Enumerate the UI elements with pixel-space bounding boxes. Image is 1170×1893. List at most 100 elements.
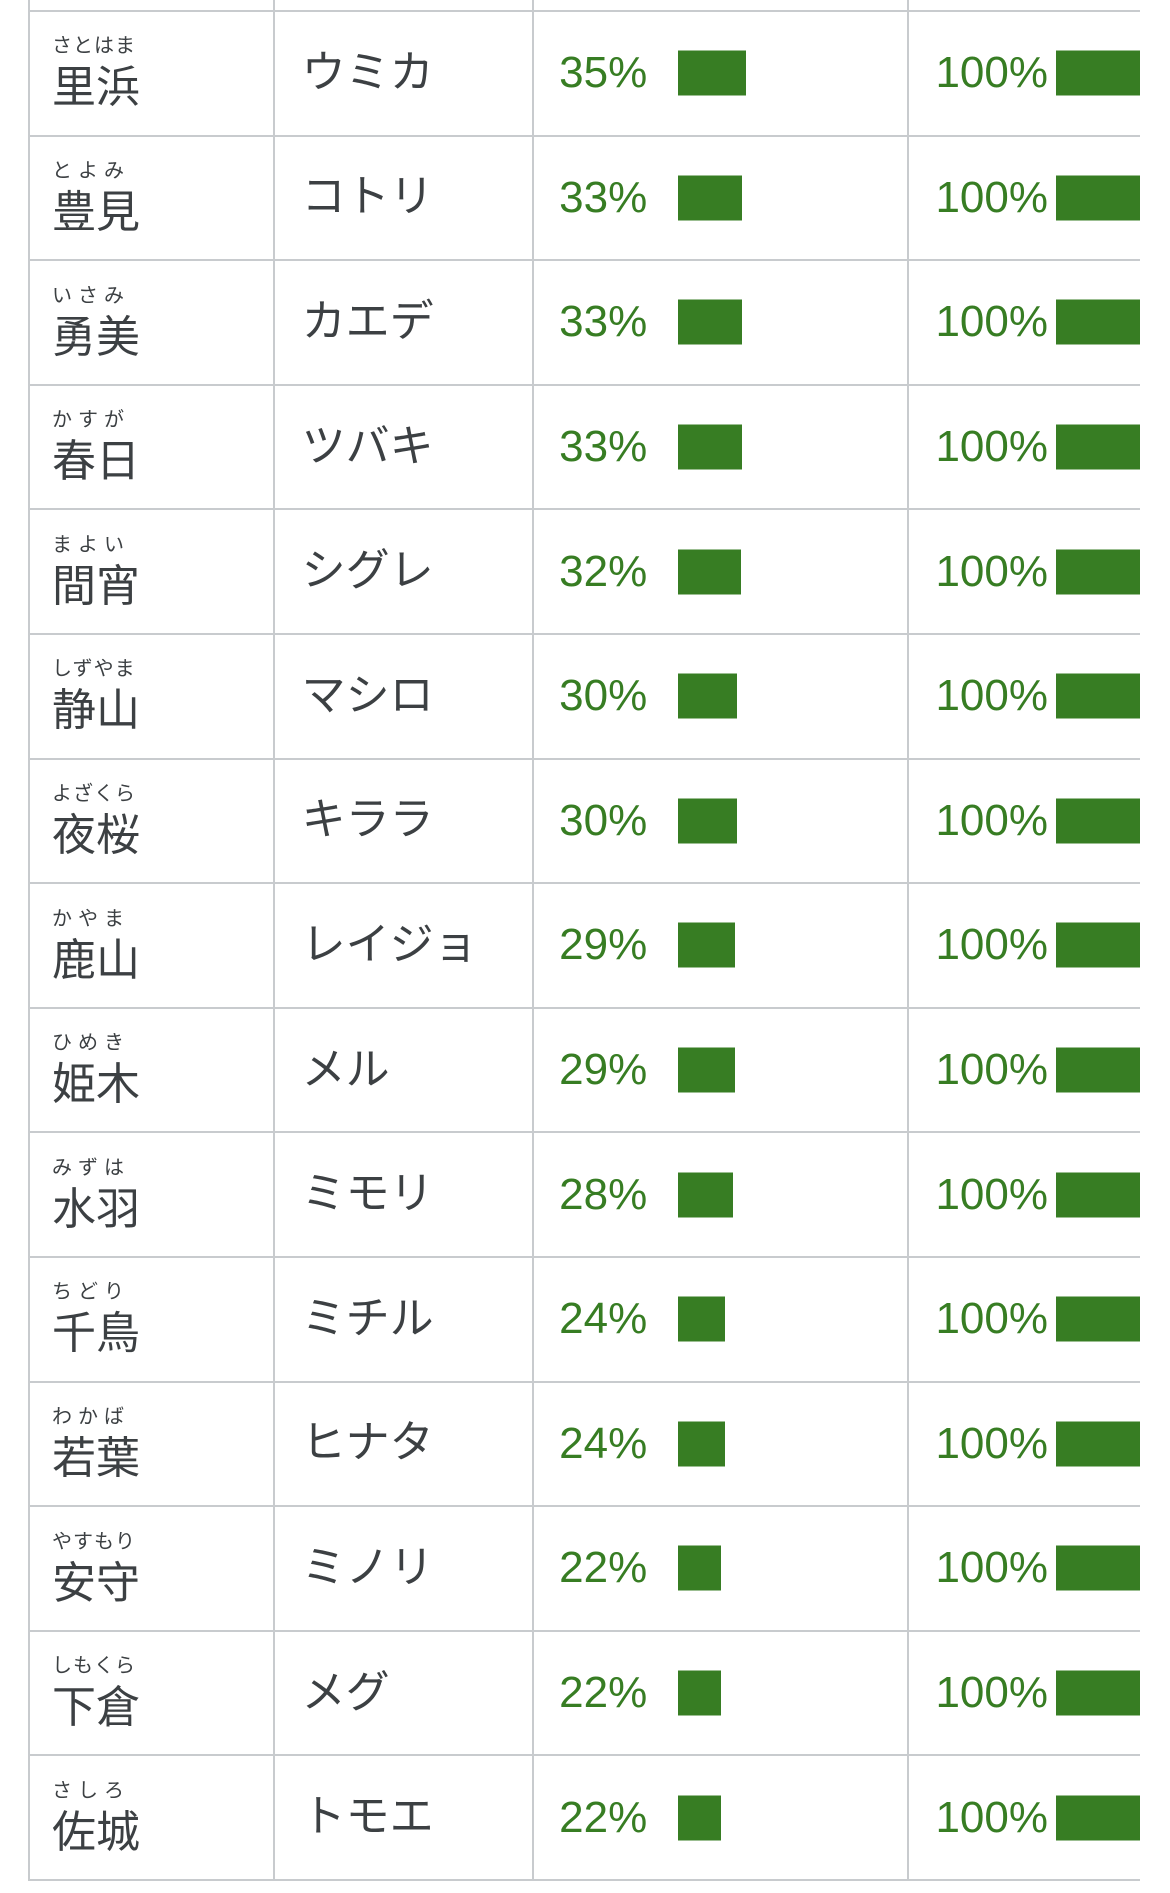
surname-text: 佐城 (52, 1807, 140, 1857)
total-percent-bar (1056, 922, 1140, 968)
given-name-text: マシロ (301, 670, 434, 720)
given-name-text: メル (301, 1044, 390, 1094)
table-row: わかば 若葉 ヒナタ 24% 100% (30, 1382, 1140, 1508)
table-cell-surname: しもくら 下倉 (30, 1631, 275, 1755)
percent-bar (678, 424, 743, 470)
table-row: まよい間宵 シグレ 32% 100% (30, 510, 1140, 635)
table-row: いさみ 勇美 カエデ 33% 100% (30, 261, 1140, 386)
furigana-text: わかば (52, 1405, 130, 1428)
table-cell-percent: 30% (534, 759, 910, 883)
table-cell-given-name: メル (275, 1008, 535, 1132)
table-cell-empty (909, 0, 1140, 10)
table-cell-percent: 29% (534, 884, 910, 1007)
given-name-text: ウミカ (301, 47, 434, 97)
surname-text: 千鳥 (52, 1309, 140, 1359)
table-cell-total-percent: 100% (909, 1632, 1140, 1755)
total-percent-value: 100% (935, 1543, 1048, 1593)
furigana-text: ちどり (52, 1281, 130, 1304)
table-cell-percent: 24% (534, 1257, 910, 1381)
table-cell-total-percent: 100% (909, 635, 1140, 758)
table-cell-percent: 22% (534, 1507, 910, 1630)
given-name-text: メグ (301, 1667, 390, 1717)
furigana-text: とよみ (52, 159, 130, 182)
table-cell-percent: 33% (534, 385, 910, 509)
percent-value: 33% (559, 422, 648, 472)
table-cell-percent: 22% (534, 1631, 910, 1755)
table-cell-total-percent: 100% (909, 386, 1140, 509)
table-cell-given-name: シグレ (275, 510, 535, 633)
furigana-text: まよい (52, 533, 130, 556)
table-cell-total-percent: 100% (909, 884, 1140, 1007)
surname-text: 里浜 (52, 63, 140, 113)
table-cell-percent: 33% (534, 136, 910, 260)
surname-text: 安守 (52, 1558, 140, 1608)
table-cell-percent: 24% (534, 1382, 910, 1506)
total-percent-bar (1056, 1047, 1140, 1093)
total-percent-value: 100% (935, 297, 1048, 347)
table-cell-total-percent: 100% (909, 1507, 1140, 1630)
given-name-text: ツバキ (301, 421, 434, 471)
table-row: ちどり 千鳥 ミチル 24% 100% (30, 1257, 1140, 1383)
table-cell-given-name: ツバキ (275, 385, 535, 509)
surname-text: 春日 (52, 437, 140, 487)
total-percent-bar (1056, 1172, 1140, 1218)
total-percent-bar (1056, 549, 1140, 595)
total-percent-bar (1056, 1545, 1140, 1591)
percent-value: 28% (559, 1169, 648, 1219)
surname-text: 若葉 (52, 1433, 140, 1483)
table-cell-total-percent: 100% (909, 137, 1140, 260)
table-cell-given-name: コトリ (275, 136, 535, 260)
table-cell-total-percent: 100% (909, 1258, 1140, 1381)
percent-bar (678, 673, 737, 719)
table-cell-total-percent: 100% (909, 1383, 1140, 1506)
table-cell-total-percent: 100% (909, 1009, 1140, 1132)
table-cell-given-name: カエデ (275, 261, 535, 384)
surname-text: 静山 (52, 686, 140, 736)
percent-bar (678, 1172, 733, 1218)
percent-value: 33% (559, 172, 648, 222)
table-cell-given-name: ミチル (275, 1257, 535, 1381)
percent-value: 24% (559, 1294, 648, 1344)
percent-bar (678, 922, 735, 968)
percent-value: 22% (559, 1792, 648, 1842)
given-name-text: シグレ (301, 546, 434, 596)
table-cell-given-name: レイジョ (275, 884, 535, 1007)
table-cell-surname: とよみ 豊見 (30, 136, 275, 260)
given-name-text: キララ (301, 795, 434, 845)
table-cell-percent: 35% (534, 12, 910, 135)
table-cell-total-percent: 100% (909, 261, 1140, 384)
furigana-text: かやま (52, 907, 130, 930)
surname-text: 豊見 (52, 187, 140, 237)
given-name-text: ミノリ (301, 1543, 434, 1593)
percent-value: 33% (559, 297, 648, 347)
table-cell-empty (275, 0, 535, 10)
table-row: かすが 春日 ツバキ 33% 100% (30, 385, 1140, 511)
total-percent-bar (1056, 424, 1140, 470)
table-cell-percent: 33% (534, 261, 910, 384)
total-percent-bar (1056, 1421, 1140, 1467)
given-name-text: ミチル (301, 1293, 434, 1343)
table-cell-surname: みずは 水羽 (30, 1133, 275, 1256)
table-cell-surname: ちどり 千鳥 (30, 1257, 275, 1381)
total-percent-bar (1056, 1670, 1140, 1716)
table-cell-surname: しずやま 静山 (30, 634, 275, 758)
table-row: しもくら 下倉 メグ 22% 100% (30, 1631, 1140, 1757)
table-cell-empty (30, 0, 275, 10)
table-cell-total-percent: 100% (909, 12, 1140, 135)
percent-bar (678, 1670, 722, 1716)
furigana-text: よざくら (52, 782, 136, 805)
furigana-text: やすもり (52, 1530, 136, 1553)
table-row: さしろ 佐城 トモエ 22% 100% (30, 1756, 1140, 1881)
table-row: さとはま 里浜 ウミカ 35% 100% (30, 12, 1140, 137)
furigana-text: みずは (52, 1156, 130, 1179)
table-cell-percent: 32% (534, 510, 910, 633)
surname-text: 間宵 (52, 561, 140, 611)
percent-value: 24% (559, 1418, 648, 1468)
table-cell-total-percent: 100% (909, 510, 1140, 633)
table-cell-given-name: ウミカ (275, 12, 535, 135)
surname-text: 夜桜 (52, 810, 140, 860)
furigana-text: いさみ (52, 284, 130, 307)
total-percent-bar (1056, 299, 1140, 345)
table-row: よざくら 夜桜 キララ 30% 100% (30, 759, 1140, 885)
table-cell-empty (534, 0, 910, 10)
